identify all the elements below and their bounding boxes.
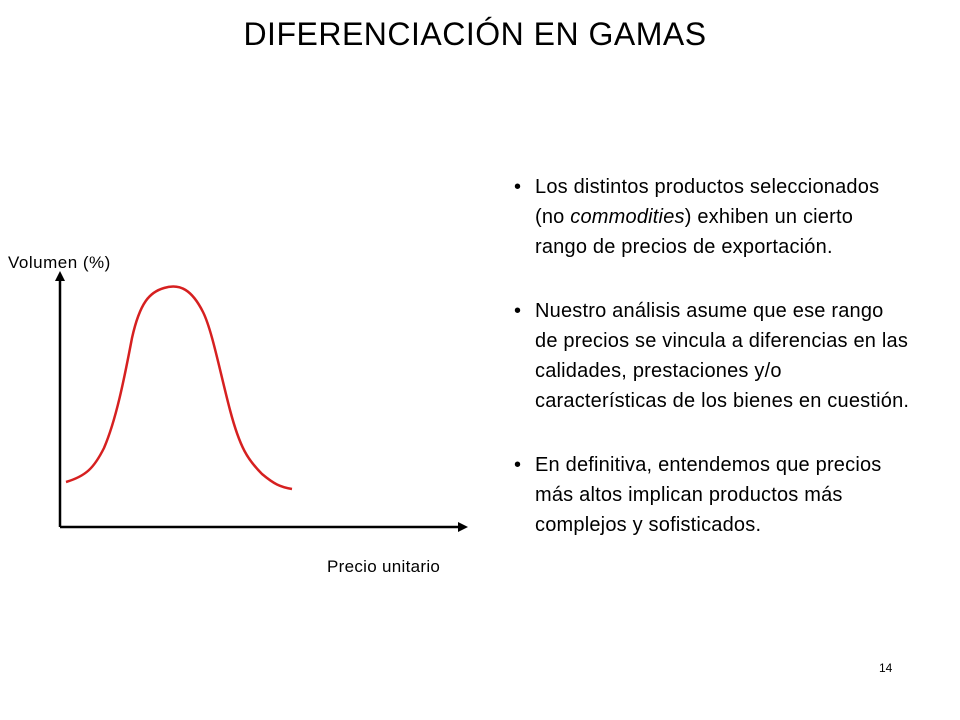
bullet-item: • Los distintos productos seleccionados … bbox=[510, 172, 910, 262]
bullet-text: En definitiva, entendemos que precios má… bbox=[535, 454, 882, 536]
bullet-marker: • bbox=[514, 454, 522, 476]
bullet-text-part: ) exhiben un cierto rango de precios de … bbox=[535, 206, 854, 258]
page-number: 14 bbox=[879, 661, 893, 675]
bullet-text: Nuestro análisis asume que ese rango de … bbox=[535, 300, 910, 412]
bullet-text: Los distintos productos seleccionados (n… bbox=[535, 176, 879, 258]
bullet-marker: • bbox=[514, 176, 522, 198]
bullet-marker: • bbox=[514, 300, 522, 322]
bell-curve bbox=[65, 285, 293, 491]
slide-title: DIFERENCIACIÓN EN GAMAS bbox=[243, 16, 707, 52]
bullet-emphasis: commodities bbox=[570, 206, 685, 228]
x-axis-label: Precio unitario bbox=[327, 557, 441, 576]
bullet-text-part: Los distintos productos seleccionados (n… bbox=[535, 176, 880, 228]
diagram-canvas bbox=[55, 271, 468, 532]
bullet-item: • En definitiva, entendemos que precios … bbox=[510, 450, 910, 540]
bullet-item: • Nuestro análisis asume que ese rango d… bbox=[510, 296, 910, 416]
y-axis-label: Volumen (%) bbox=[8, 253, 111, 272]
price-volume-diagram: Volumen (%) Precio unitario bbox=[0, 0, 480, 600]
bullet-list: • Los distintos productos seleccionados … bbox=[510, 172, 910, 540]
